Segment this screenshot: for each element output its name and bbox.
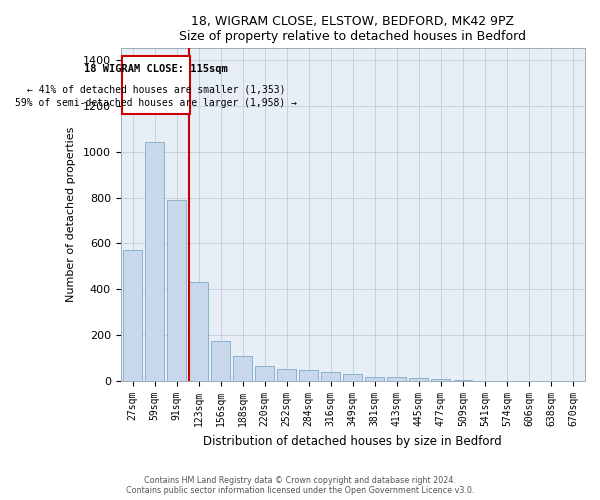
Bar: [190, 282, 208, 381]
Text: Contains HM Land Registry data © Crown copyright and database right 2024.
Contai: Contains HM Land Registry data © Crown c…: [126, 476, 474, 495]
Bar: [167, 200, 186, 381]
Bar: [299, 370, 318, 381]
Bar: [277, 368, 296, 381]
Title: 18, WIGRAM CLOSE, ELSTOW, BEDFORD, MK42 9PZ
Size of property relative to detache: 18, WIGRAM CLOSE, ELSTOW, BEDFORD, MK42 …: [179, 15, 526, 43]
Bar: [454, 380, 472, 381]
FancyBboxPatch shape: [122, 56, 190, 114]
Text: 59% of semi-detached houses are larger (1,958) →: 59% of semi-detached houses are larger (…: [15, 98, 297, 108]
Bar: [431, 379, 450, 381]
Bar: [388, 377, 406, 381]
Bar: [233, 356, 252, 381]
X-axis label: Distribution of detached houses by size in Bedford: Distribution of detached houses by size …: [203, 434, 502, 448]
Text: 18 WIGRAM CLOSE: 115sqm: 18 WIGRAM CLOSE: 115sqm: [84, 64, 228, 74]
Y-axis label: Number of detached properties: Number of detached properties: [66, 127, 76, 302]
Bar: [365, 376, 384, 381]
Bar: [322, 372, 340, 381]
Bar: [124, 250, 142, 381]
Bar: [343, 374, 362, 381]
Text: ← 41% of detached houses are smaller (1,353): ← 41% of detached houses are smaller (1,…: [27, 84, 285, 94]
Bar: [145, 142, 164, 381]
Bar: [211, 341, 230, 381]
Bar: [256, 366, 274, 381]
Bar: [409, 378, 428, 381]
